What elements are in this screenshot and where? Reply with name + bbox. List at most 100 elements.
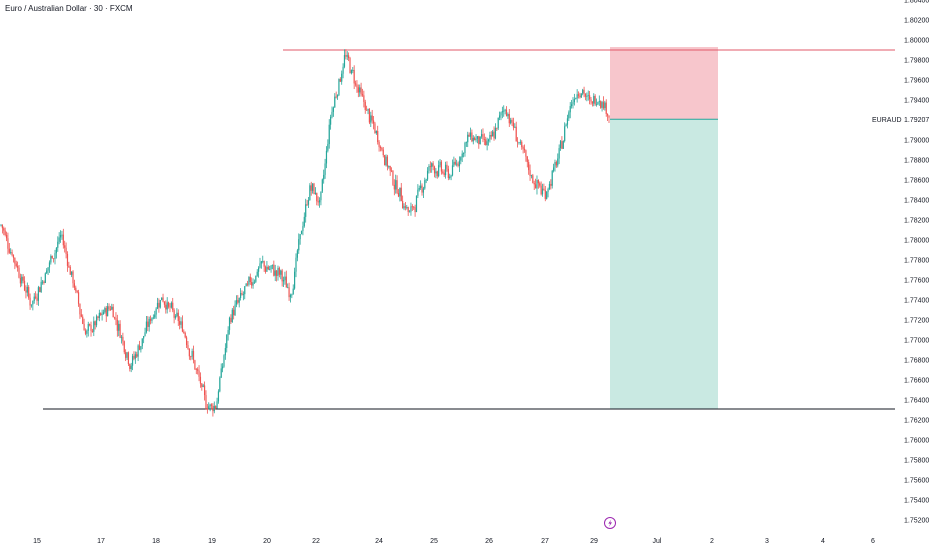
lightning-icon[interactable]: [604, 517, 616, 529]
candle: [422, 186, 425, 199]
candle: [278, 266, 280, 278]
candle: [486, 137, 488, 151]
candle: [485, 136, 487, 146]
candle: [129, 363, 131, 372]
candle: [400, 182, 402, 202]
candle: [216, 397, 218, 409]
candle: [493, 126, 495, 141]
candle: [28, 285, 30, 300]
candle: [161, 297, 163, 301]
candle: [172, 297, 174, 313]
candle: [583, 86, 585, 98]
candle: [479, 136, 481, 145]
candle: [111, 303, 113, 311]
time-tick: 19: [208, 538, 216, 545]
take-profit-zone[interactable]: [610, 119, 718, 410]
candle: [224, 343, 226, 360]
candle: [402, 195, 404, 209]
price-tick: 1.79600: [904, 78, 929, 85]
candle: [449, 173, 451, 180]
candle: [237, 295, 239, 305]
candle: [126, 351, 128, 360]
candle: [48, 260, 51, 273]
candle: [219, 376, 221, 393]
candle: [7, 232, 9, 255]
candle: [523, 144, 526, 153]
candle: [246, 280, 249, 287]
candle: [3, 226, 5, 236]
candle: [378, 140, 380, 152]
candle: [514, 123, 516, 129]
candle: [516, 137, 519, 148]
price-tick: 1.75400: [904, 498, 929, 505]
candle: [44, 272, 46, 284]
candle: [281, 268, 283, 287]
candle: [372, 116, 375, 130]
candle: [108, 303, 110, 312]
candle: [492, 129, 494, 137]
time-tick: 3: [765, 538, 769, 545]
candle: [331, 106, 333, 119]
time-tick: 27: [541, 538, 549, 545]
candle: [309, 183, 311, 201]
candle: [159, 299, 161, 309]
candle: [464, 141, 466, 157]
candle: [389, 165, 391, 176]
candle: [208, 402, 210, 410]
event-marker[interactable]: [604, 517, 616, 529]
candle: [407, 206, 409, 216]
candle: [100, 312, 102, 316]
candle: [550, 179, 552, 190]
candle: [303, 212, 305, 228]
candle: [548, 181, 551, 191]
candle: [396, 175, 398, 195]
candle: [433, 165, 436, 178]
price-tick: 1.75200: [904, 518, 929, 525]
candle: [115, 312, 117, 326]
candle: [22, 274, 24, 284]
candle: [173, 308, 175, 324]
candle: [294, 267, 296, 290]
candle: [306, 199, 308, 207]
candle: [518, 142, 520, 145]
candle: [259, 257, 261, 269]
candlestick-series: [0, 49, 610, 417]
candle: [98, 309, 100, 322]
candle: [338, 78, 340, 97]
candle: [72, 270, 74, 288]
candle: [289, 293, 292, 303]
candle: [530, 174, 533, 179]
candle: [145, 315, 148, 334]
candle: [504, 108, 506, 115]
candle: [377, 125, 379, 145]
candle: [519, 139, 521, 145]
time-tick: 2: [710, 538, 714, 545]
candle: [245, 282, 247, 287]
candle: [230, 314, 232, 325]
candle: [296, 248, 298, 262]
last-price-label: 1.79207: [904, 117, 929, 124]
candle: [313, 182, 315, 195]
candle: [149, 315, 152, 325]
price-tick: 1.78200: [904, 218, 929, 225]
candle: [511, 117, 513, 127]
candle: [317, 196, 319, 206]
candle: [346, 51, 348, 61]
candle: [192, 345, 195, 364]
candle: [203, 381, 206, 401]
candle: [414, 204, 416, 217]
candle: [468, 132, 470, 137]
candle: [223, 354, 225, 368]
candle: [334, 93, 336, 108]
candle: [608, 115, 610, 123]
time-tick: 18: [152, 538, 160, 545]
candle: [363, 90, 365, 108]
candle: [397, 188, 400, 198]
candle: [312, 183, 314, 194]
candle: [576, 89, 578, 103]
candle: [273, 260, 275, 277]
stop-loss-zone[interactable]: [610, 47, 718, 120]
candle: [221, 363, 224, 373]
candle: [231, 307, 233, 323]
